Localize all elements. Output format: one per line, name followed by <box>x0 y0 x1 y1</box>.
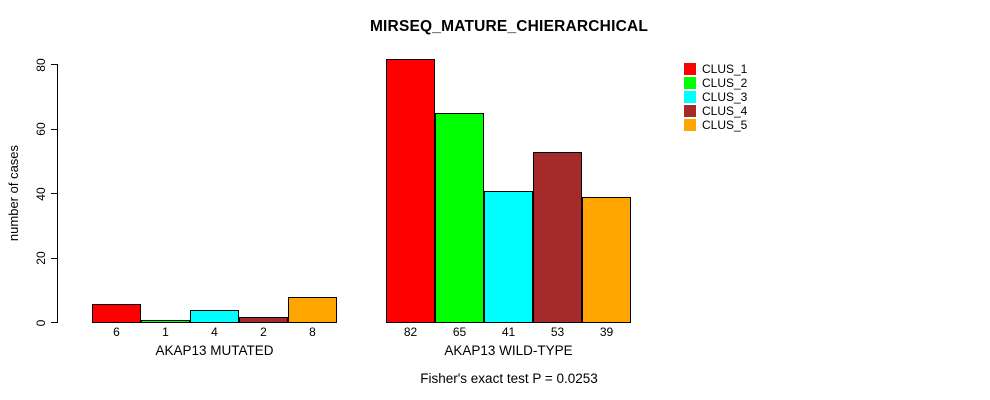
bar-clus_4-group1 <box>239 316 288 323</box>
legend-label: CLUS_1 <box>702 62 748 76</box>
bar-value-label: 39 <box>599 325 614 339</box>
legend-label: CLUS_4 <box>702 104 748 118</box>
bar-value-label: 65 <box>452 325 467 339</box>
annotation-text: Fisher's exact test P = 0.0253 <box>420 371 598 386</box>
bar-clus_4-group2 <box>533 152 582 323</box>
bar-value-label: 82 <box>403 325 418 339</box>
group-label-1: AKAP13 MUTATED <box>155 343 274 358</box>
group-label-2: AKAP13 WILD-TYPE <box>444 343 573 358</box>
bar-clus_2-group2 <box>435 113 484 323</box>
legend: CLUS_1 CLUS_2 CLUS_3 CLUS_4 CLUS_5 <box>684 63 747 133</box>
y-tick-mark <box>51 322 58 323</box>
legend-item-clus_5: CLUS_5 <box>684 119 747 131</box>
y-tick-label: 20 <box>34 251 48 265</box>
bar-value-label: 8 <box>309 325 316 339</box>
bar-value-label: 4 <box>211 325 218 339</box>
bar-value-label: 6 <box>113 325 120 339</box>
bar-value-label: 2 <box>260 325 267 339</box>
bar-clus_1-group1 <box>92 303 141 323</box>
y-tick-mark <box>51 128 58 130</box>
legend-item-clus_1: CLUS_1 <box>684 63 747 75</box>
legend-label: CLUS_5 <box>702 118 748 132</box>
y-tick-mark <box>51 64 58 65</box>
legend-swatch-icon <box>684 91 696 103</box>
bar-value-label: 41 <box>501 325 516 339</box>
legend-swatch-icon <box>684 63 696 75</box>
legend-label: CLUS_3 <box>702 90 748 104</box>
y-tick-label: 60 <box>34 122 48 136</box>
bar-clus_3-group1 <box>190 310 239 323</box>
y-tick-label: 80 <box>34 57 48 72</box>
y-tick-label: 40 <box>34 186 48 201</box>
y-tick-label: 0 <box>34 319 48 326</box>
legend-swatch-icon <box>684 119 696 131</box>
legend-swatch-icon <box>684 105 696 117</box>
bar-clus_3-group2 <box>484 190 533 323</box>
legend-swatch-icon <box>684 77 696 89</box>
bar-clus_1-group2 <box>386 58 435 323</box>
legend-item-clus_3: CLUS_3 <box>684 91 747 103</box>
y-tick-mark <box>51 257 58 259</box>
y-tick-mark <box>51 193 58 194</box>
bar-value-label: 1 <box>162 325 169 339</box>
bar-clus_5-group2 <box>582 197 631 323</box>
legend-item-clus_4: CLUS_4 <box>684 105 747 117</box>
legend-item-clus_2: CLUS_2 <box>684 77 747 89</box>
chart-title: MIRSEQ_MATURE_CHIERARCHICAL <box>369 18 649 35</box>
legend-label: CLUS_2 <box>702 76 748 90</box>
bar-clus_2-group1 <box>141 319 190 323</box>
bar-clus_5-group1 <box>288 297 337 323</box>
y-axis-label: number of cases <box>6 144 21 242</box>
bar-value-label: 53 <box>550 325 565 339</box>
